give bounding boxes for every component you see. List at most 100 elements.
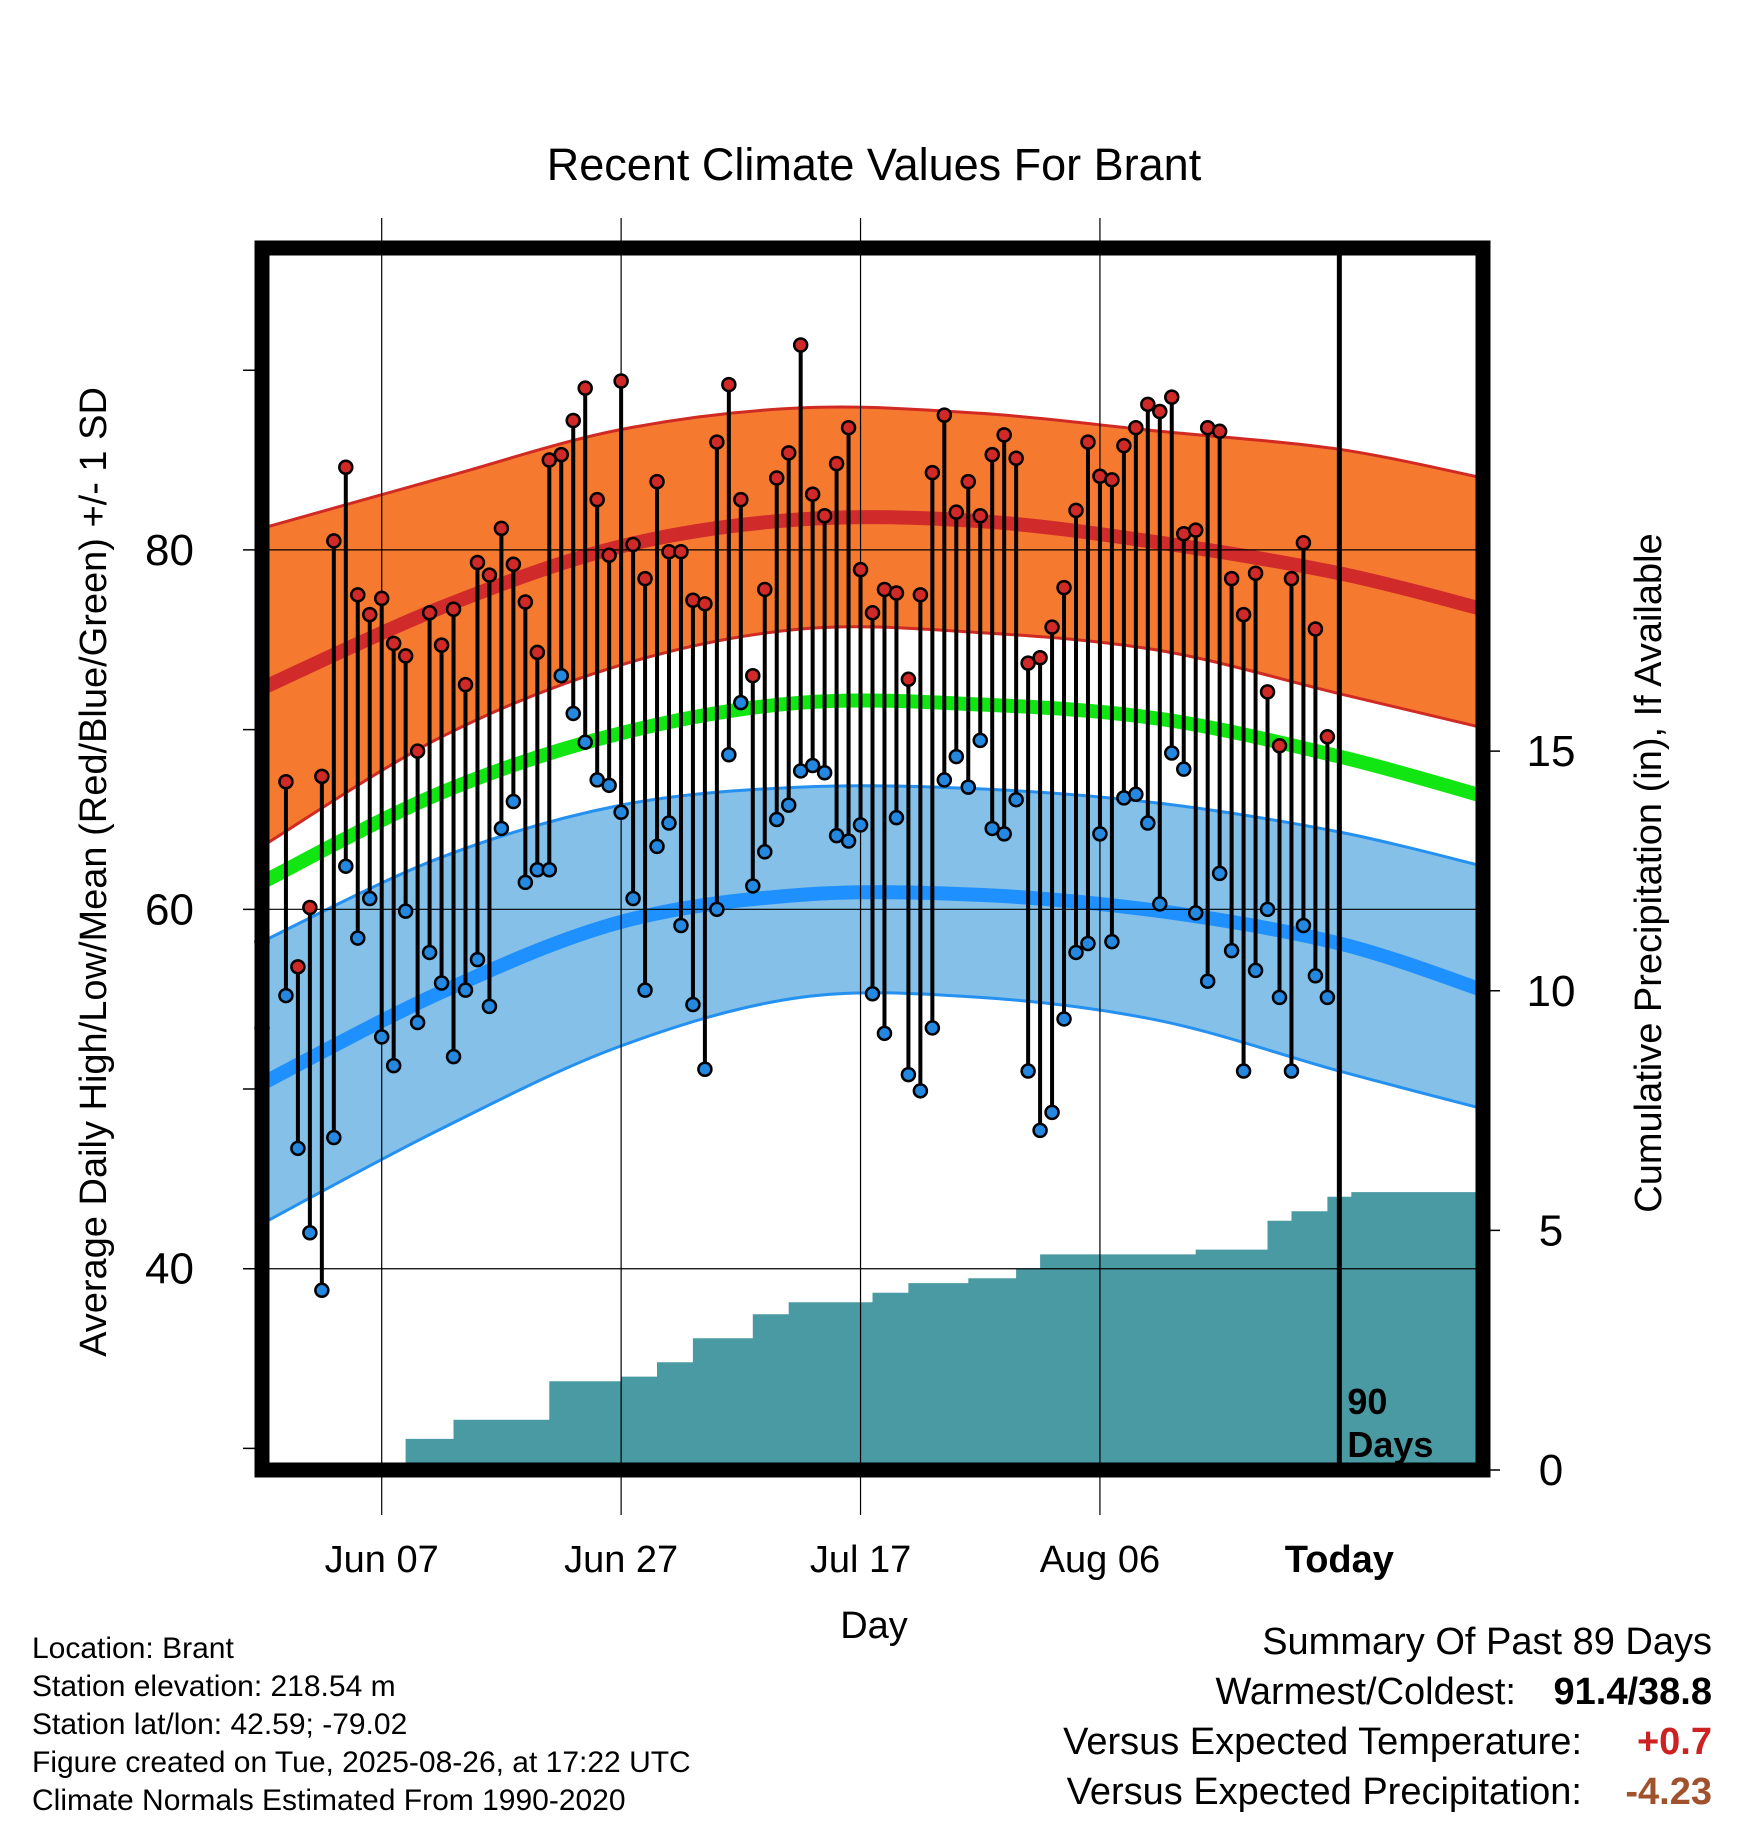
daily-high-point bbox=[385, 635, 402, 652]
daily-high-point bbox=[888, 585, 905, 601]
daily-low-point bbox=[697, 1061, 713, 1078]
daily-low-point bbox=[1295, 917, 1312, 934]
daily-low-point bbox=[601, 777, 617, 794]
daily-low-point bbox=[1259, 901, 1276, 918]
daily-high-point bbox=[421, 605, 438, 621]
daily-low-point bbox=[1307, 968, 1324, 984]
daily-high-point bbox=[338, 459, 354, 475]
daily-low-point bbox=[565, 705, 581, 722]
daily-high-point bbox=[565, 412, 581, 429]
daily-high-point bbox=[1008, 450, 1024, 467]
daily-high-point bbox=[637, 570, 653, 587]
daily-high-point bbox=[517, 594, 534, 610]
daily-low-point bbox=[912, 1083, 929, 1099]
normal-low-band-upper-edge bbox=[261, 784, 1484, 944]
daily-low-point bbox=[553, 667, 570, 684]
daily-low-point bbox=[637, 982, 653, 998]
daily-low-point bbox=[361, 890, 378, 907]
daily-low-point bbox=[757, 844, 773, 860]
plot-frame bbox=[254, 240, 1491, 1478]
daily-high-point bbox=[1080, 434, 1096, 450]
daily-low-point bbox=[1104, 933, 1120, 950]
y2-tick-label: 5 bbox=[1539, 1206, 1563, 1255]
daily-low-point bbox=[840, 833, 857, 849]
daily-high-point bbox=[1164, 389, 1180, 405]
daily-low-point bbox=[613, 804, 629, 821]
daily-high-point bbox=[757, 581, 773, 598]
daily-high-point bbox=[1116, 437, 1132, 454]
daily-high-point bbox=[673, 543, 689, 560]
daily-low-point bbox=[1164, 745, 1180, 761]
daily-high-point bbox=[840, 419, 857, 436]
daily-low-point bbox=[1092, 826, 1108, 842]
daily-high-point bbox=[984, 446, 1000, 463]
daily-high-point bbox=[493, 520, 510, 537]
daily-high-point bbox=[314, 768, 330, 785]
daily-high-point bbox=[768, 470, 785, 486]
daily-low-point bbox=[804, 757, 821, 774]
daily-high-point bbox=[445, 601, 462, 617]
daily-high-point bbox=[960, 473, 977, 490]
daily-high-point bbox=[1187, 522, 1204, 538]
daily-high-point bbox=[816, 508, 833, 524]
daily-low-point bbox=[948, 748, 965, 765]
normal-high-band-lower-edge bbox=[261, 625, 1484, 848]
daily-high-point bbox=[469, 554, 486, 571]
daily-low-point bbox=[541, 862, 558, 878]
daily-high-point bbox=[1211, 423, 1228, 440]
x-tick-label: Jun 07 bbox=[325, 1539, 439, 1581]
daily-low-point bbox=[888, 809, 905, 826]
daily-high-point bbox=[457, 676, 474, 693]
daily-low-point bbox=[1020, 1063, 1036, 1079]
y-axis-label: Average Daily High/Low/Mean (Red/Blue/Gr… bbox=[73, 387, 115, 1357]
daily-low-point bbox=[1175, 761, 1192, 777]
daily-high-point bbox=[721, 376, 737, 393]
daily-low-point bbox=[1152, 896, 1168, 912]
daily-low-point bbox=[1247, 962, 1264, 979]
daily-high-point bbox=[1140, 396, 1156, 413]
daily-low-point bbox=[1319, 989, 1336, 1006]
daily-low-point bbox=[900, 1066, 917, 1083]
y-tick-label: 60 bbox=[145, 885, 194, 934]
daily-low-point bbox=[577, 734, 593, 750]
daily-low-point bbox=[936, 772, 953, 788]
daily-high-point bbox=[900, 671, 917, 688]
warmest-coldest-value: 91.4/38.8 bbox=[1553, 1671, 1712, 1713]
daily-high-point bbox=[1259, 684, 1276, 700]
daily-high-point bbox=[409, 743, 426, 759]
daily-low-point bbox=[661, 815, 677, 831]
normal-low-line bbox=[258, 885, 1486, 1090]
daily-high-point bbox=[936, 407, 953, 423]
daily-low-point bbox=[996, 826, 1012, 842]
daily-low-point bbox=[302, 1225, 318, 1241]
daily-low-point bbox=[1283, 1063, 1300, 1079]
daily-high-point bbox=[828, 455, 845, 472]
chart-title: Recent Climate Values For Brant bbox=[547, 139, 1202, 190]
temp-departure-label: Versus Expected Temperature: bbox=[1063, 1721, 1582, 1763]
warmest-coldest-label: Warmest/Coldest: bbox=[1215, 1671, 1516, 1713]
precipitation-area bbox=[262, 1192, 1483, 1470]
daily-low-point bbox=[350, 930, 366, 946]
summary-title: Summary Of Past 89 Days bbox=[1262, 1621, 1712, 1663]
summary-panel: Summary Of Past 89 Days Warmest/Coldest:… bbox=[1063, 1617, 1712, 1817]
summary-temperature: Versus Expected Temperature: +0.7 bbox=[1063, 1717, 1712, 1767]
normal-low-band bbox=[262, 785, 1483, 1224]
daily-low-point bbox=[457, 982, 474, 998]
daily-high-point bbox=[1319, 729, 1336, 745]
daily-high-point bbox=[433, 637, 450, 653]
daily-low-point bbox=[1068, 944, 1084, 961]
latlon-text: Station lat/lon: 42.59; -79.02 bbox=[32, 1708, 408, 1741]
daily-low-point bbox=[1211, 865, 1228, 882]
daily-low-point bbox=[876, 1025, 893, 1042]
daily-low-point bbox=[481, 998, 498, 1015]
daily-high-point bbox=[948, 504, 965, 520]
daily-low-point bbox=[972, 732, 988, 749]
daily-low-point bbox=[1199, 973, 1216, 989]
daily-low-point bbox=[469, 951, 486, 968]
daily-high-point bbox=[1152, 403, 1168, 420]
period-label-number: 90 bbox=[1347, 1381, 1387, 1422]
daily-low-point bbox=[505, 793, 522, 810]
daily-high-point bbox=[601, 547, 617, 564]
daily-low-point bbox=[960, 779, 977, 795]
daily-low-point bbox=[780, 797, 797, 813]
